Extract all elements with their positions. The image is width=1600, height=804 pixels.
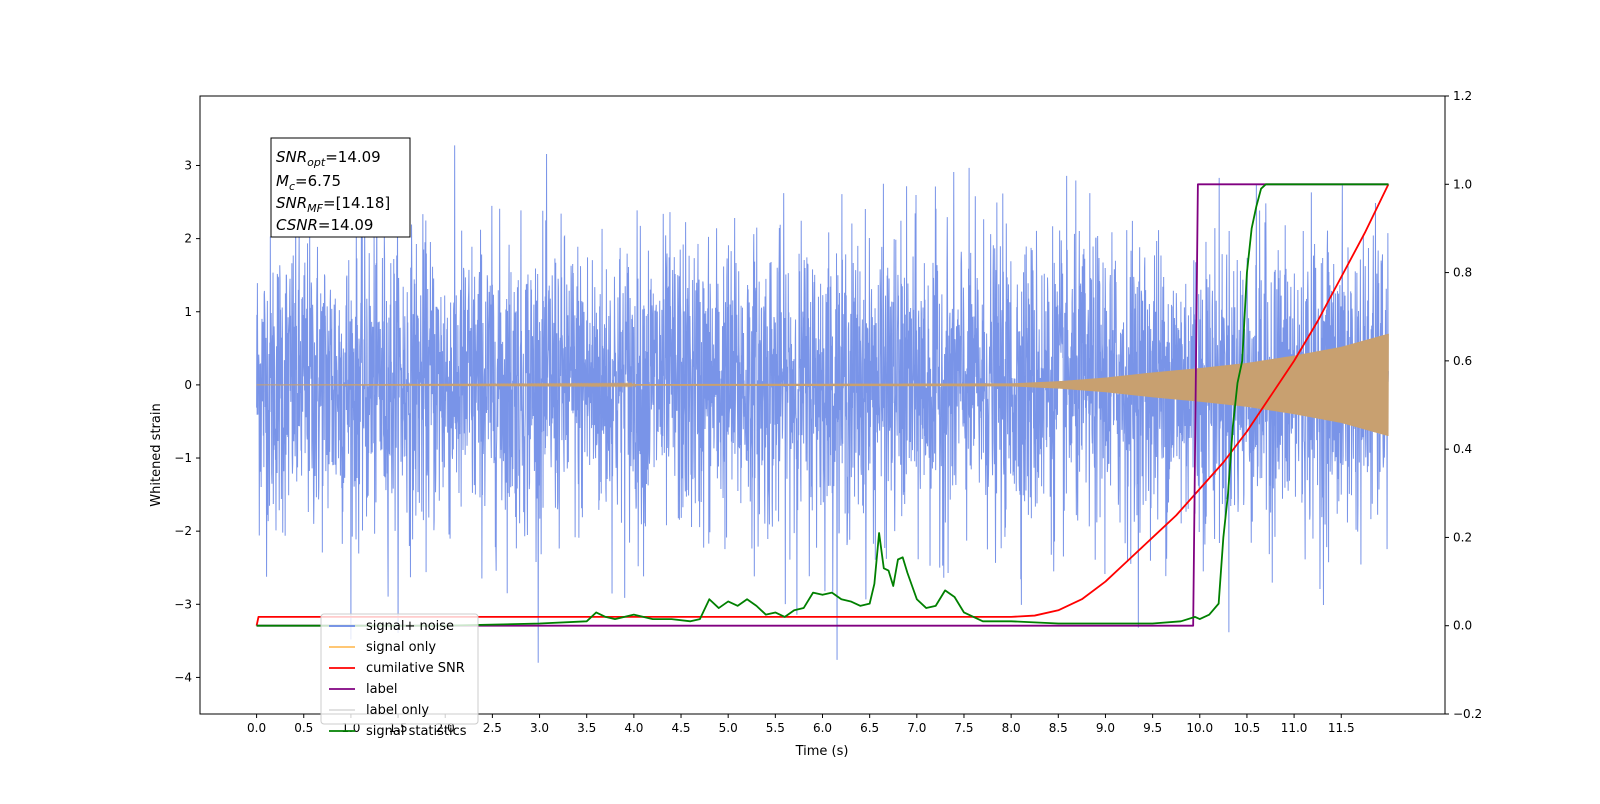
x-tick-label: 5.0 (719, 721, 738, 735)
legend-label: label (366, 682, 397, 697)
x-tick-label: 9.0 (1096, 721, 1115, 735)
x-tick-label: 0.0 (247, 721, 266, 735)
x-tick-label: 4.5 (671, 721, 690, 735)
series-signal-only (256, 333, 1389, 436)
x-tick-label: 5.5 (766, 721, 785, 735)
x-tick-label: 9.5 (1143, 721, 1162, 735)
x-tick-label: 0.5 (294, 721, 313, 735)
series-signal-statistics (256, 183, 1389, 627)
legend-label: label only (366, 703, 429, 718)
y2-tick-label: 0.0 (1453, 619, 1472, 633)
y2-tick-label: 1.0 (1453, 177, 1472, 191)
y2-tick-label: 0.4 (1453, 442, 1472, 456)
x-tick-label: 11.5 (1328, 721, 1355, 735)
x-tick-label: 7.0 (907, 721, 926, 735)
annotation-box: SNRopt=14.09 Mc=6.75 SNRMF=[14.18] CSNR=… (270, 137, 411, 238)
annotation-snr-opt: SNRopt=14.09 (276, 148, 381, 169)
y-axis-label: Whitened strain (149, 403, 164, 506)
y2-tick-label: −0.2 (1453, 707, 1482, 721)
x-tick-label: 4.0 (624, 721, 643, 735)
y-axis-right: 1.2 1.0 0.8 0.6 0.4 0.2 0.0 −0.2 (1445, 89, 1482, 721)
x-tick-label: 11.0 (1281, 721, 1308, 735)
series-signal-noise (256, 145, 1389, 663)
legend-label: signal only (366, 640, 436, 655)
annotation-csnr: CSNR=14.09 (276, 216, 373, 234)
legend-frame (320, 613, 479, 725)
x-tick-label: 3.0 (530, 721, 549, 735)
y-tick-label: 0 (184, 378, 192, 392)
series-cumilative-snr (255, 183, 1390, 626)
y2-tick-label: 0.2 (1453, 530, 1472, 544)
x-tick-label: 10.5 (1234, 721, 1261, 735)
y-tick-label: −4 (174, 670, 192, 684)
legend-label: signal statistics (366, 724, 467, 739)
annotation-snr-mf: SNRMF=[14.18] (276, 194, 390, 215)
x-tick-label: 2.5 (483, 721, 502, 735)
x-tick-label: 6.0 (813, 721, 832, 735)
y2-tick-label: 0.8 (1453, 266, 1472, 280)
x-tick-label: 10.0 (1186, 721, 1213, 735)
x-tick-label: 3.5 (577, 721, 596, 735)
legend-label: signal+ noise (366, 619, 454, 634)
annotation-frame (270, 137, 411, 238)
y-axis-left: 3 2 1 0 −1 −2 −3 −4 (174, 158, 200, 684)
annotation-chirp-mass: Mc=6.75 (276, 172, 341, 193)
y2-tick-label: 1.2 (1453, 89, 1472, 103)
y-tick-label: 3 (184, 158, 192, 172)
x-axis-label: Time (s) (795, 744, 849, 759)
x-tick-label: 8.5 (1049, 721, 1068, 735)
series-layer (255, 145, 1390, 663)
legend-label: cumilative SNR (366, 661, 465, 676)
y-tick-label: −2 (174, 524, 192, 538)
y-tick-label: 2 (184, 232, 192, 246)
x-tick-label: 6.5 (860, 721, 879, 735)
y-tick-label: 1 (184, 305, 192, 319)
x-tick-label: 8.0 (1002, 721, 1021, 735)
y-tick-label: −3 (174, 597, 192, 611)
y-tick-label: −1 (174, 451, 192, 465)
x-tick-label: 7.5 (954, 721, 973, 735)
y2-tick-label: 0.6 (1453, 354, 1472, 368)
legend: signal+ noise signal only cumilative SNR la… (320, 613, 479, 739)
